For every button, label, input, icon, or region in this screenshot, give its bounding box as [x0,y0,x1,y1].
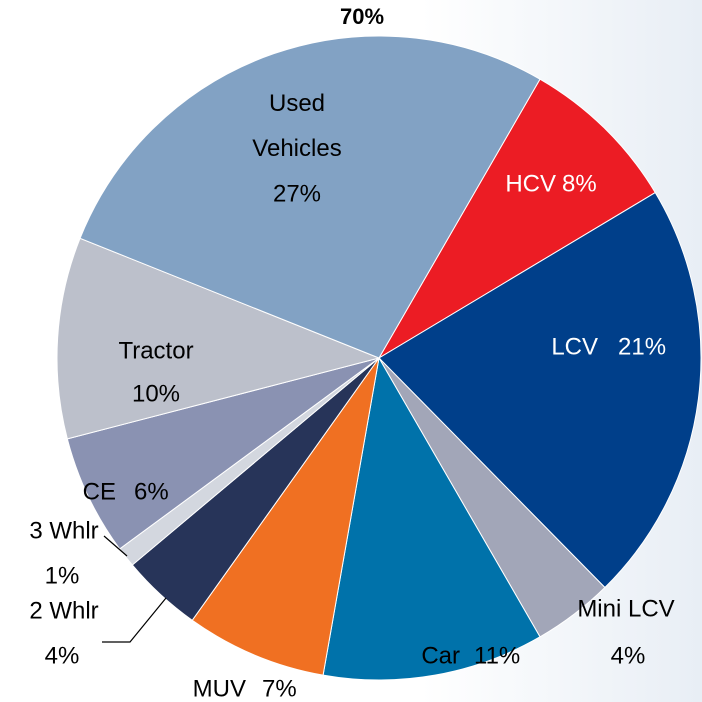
slice-label: Tractor [118,337,193,364]
leader-line [102,597,167,643]
pie-slice [378,191,702,589]
pie-slice [66,357,380,550]
value-label: 1% [45,562,80,589]
slice-label: LCV [551,333,598,360]
value-label: 4% [45,642,80,669]
value-label: 11% [474,642,520,669]
leader-line [103,535,128,557]
slice-label: MUV [193,675,246,702]
value-label: 4% [611,642,646,669]
slice-label: Car [421,642,460,669]
slice-label: 3 Whlr [29,517,98,544]
value-label: 10% [132,380,180,407]
value-label: 21% [618,333,666,360]
value-label: 8% [562,170,597,197]
pie-slice [377,78,656,360]
slice-label: HCV [505,170,556,197]
pie-slice [56,237,381,440]
slices [56,35,702,681]
slice-label: Used Vehicles [252,90,341,162]
value-label: 27% [273,180,321,207]
chart-title: 70% [340,4,384,29]
value-label: 7% [262,675,297,702]
value-label: 6% [134,478,169,505]
pie-slice [322,356,541,681]
labels: HCV 8% LCV 21% Mini LCV 4% Car 11% MUV 7% 2 Whlr 4%… [29,90,674,702]
slice-label: Mini LCV [577,595,674,622]
pie-slice [79,35,541,359]
pie-slice [191,357,380,676]
slice-label: CE [83,478,116,505]
slice-label: 2 Whlr [29,597,98,624]
